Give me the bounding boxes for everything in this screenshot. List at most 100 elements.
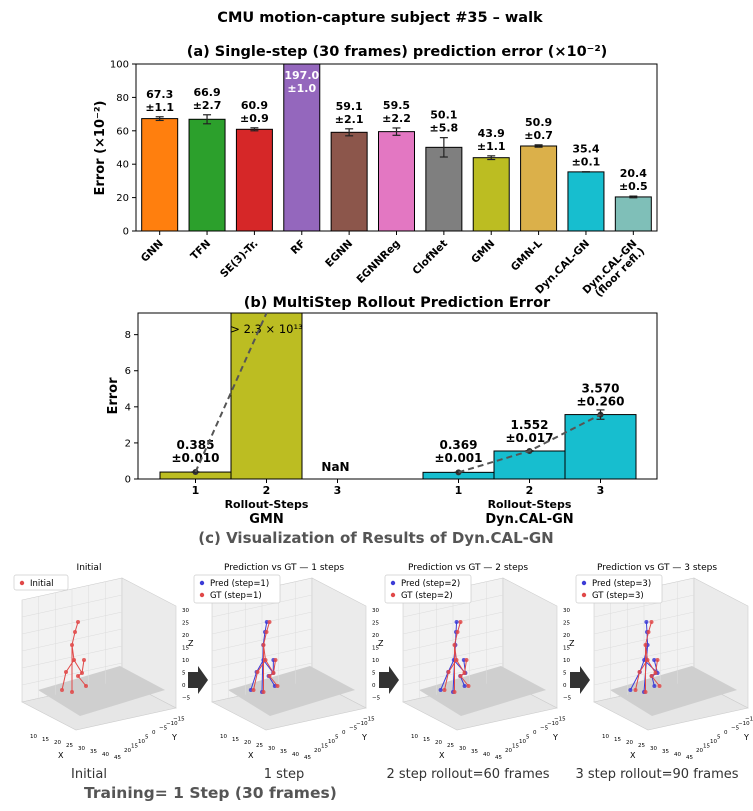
y-tick-label: 0 [125,475,131,486]
bar [230,312,303,480]
z-tick-label: 30 [182,608,189,614]
y-tick-label: −10 [738,721,750,727]
y-tick-label: −5 [540,726,549,732]
skeleton-joint [76,620,80,624]
x-tick-label: 10 [602,734,609,740]
x-tick-label: 3 [334,484,342,497]
x-tick-label: 35 [662,749,669,755]
z-tick-label: 30 [563,608,570,614]
legend-label: Initial [30,579,54,589]
data-label-error: ±0.010 [171,451,219,465]
y-tick-label: 15 [131,744,138,750]
y-tick-label: 0 [724,730,728,736]
z-tick-label: 25 [372,621,379,627]
x-tick-label: 20 [435,740,442,746]
y-tick-label: −5 [159,726,168,732]
y-tick-label: 10 [138,739,145,745]
legend-label: Pred (step=3) [592,579,651,589]
x-tick-label: 35 [90,749,97,755]
data-label: 67.3 [146,88,173,101]
skeleton-joint [76,674,80,678]
skeleton-bone [73,659,83,674]
x-tick-label-line: RF [289,238,308,257]
z-tick-label: −5 [372,696,381,702]
legend-marker [19,580,25,586]
bar [472,157,510,232]
skeleton-bone [653,659,659,674]
x-tick-label-line: EGNN [323,238,355,270]
z-axis-label: Z [378,639,384,648]
skeleton-joint [645,658,650,662]
skeleton-joint [649,674,654,678]
group-name: GMN [249,512,284,527]
x-tick-label: 15 [42,737,49,743]
legend-label: GT (step=1) [210,591,262,601]
x-tick-label: 15 [423,737,430,743]
y-tick-label: 15 [512,744,519,750]
x-tick-label: 15 [614,737,621,743]
z-tick-label: 10 [563,658,570,664]
skeleton-joint [454,658,459,662]
bar [378,131,415,232]
skeleton-joint [72,658,76,662]
x-tick-label-line: TFN [188,238,213,263]
x-tick-label: 45 [304,755,311,761]
x-tick-label: 15 [232,737,239,743]
skeleton-bone [629,671,641,691]
data-label-error: ±0.001 [434,451,482,465]
y-axis-label: Y [361,733,367,742]
skeleton-bone [265,659,274,674]
y-tick-label: 2 [125,438,131,449]
skeleton-joint [84,684,88,688]
legend-marker [199,580,205,586]
x-tick-label: 20 [244,740,251,746]
x-tick-label: 10 [30,734,37,740]
skeleton-bone [448,659,457,673]
legend-marker [390,580,396,586]
z-tick-label: −5 [182,696,191,702]
legend-label: Pred (step=1) [210,579,269,589]
skeleton-joint [261,690,266,694]
y-tick-label: −10 [166,721,178,727]
bar [567,171,605,232]
z-tick-label: 20 [182,633,189,639]
data-label: 3.570 [582,382,620,396]
skeleton-joint [275,684,280,688]
data-label: 0.369 [440,438,478,452]
y-tick-label: 0 [123,227,129,238]
legend-label: GT (step=3) [592,591,644,601]
y-tick-label: 20 [116,193,129,204]
y-axis-label: Y [743,733,749,742]
skeleton-bone [440,671,449,691]
data-label: 60.9 [241,99,268,112]
group-name: Dyn.CAL-GN [485,512,573,527]
skeleton-joint [82,658,86,662]
x-tick-label: 25 [638,743,645,749]
x-tick-label: 20 [626,740,633,746]
y-axis-label: Y [552,733,558,742]
data-label-error: ±1.1 [145,101,174,114]
data-label: 50.1 [430,109,457,122]
z-axis-label: Z [188,639,194,648]
data-label: 50.9 [525,116,552,129]
y-tick-label: 80 [116,93,129,104]
x-tick-label: 45 [495,755,502,761]
skeleton-joint [80,671,84,675]
skeleton-bone [456,659,465,674]
data-label-error: ±0.017 [505,431,553,445]
x-axis-label: X [439,751,445,760]
x-tick-label: 1 [192,484,200,497]
skeleton-bone [647,659,656,674]
y-tick-label: −10 [547,721,559,727]
skeleton-bone [464,659,467,674]
viz-panel-title: Prediction vs GT — 3 steps [597,563,717,573]
z-tick-label: 10 [372,658,379,664]
skeleton-bone [273,659,276,674]
data-label: 197.0 [284,69,319,82]
legend-box [193,574,281,604]
x-axis-label: X [58,751,64,760]
skeleton-joint [655,658,660,662]
x-tick-label: 30 [268,746,275,752]
skeleton-joint [452,643,457,647]
y-tick-label: −15 [363,717,375,723]
